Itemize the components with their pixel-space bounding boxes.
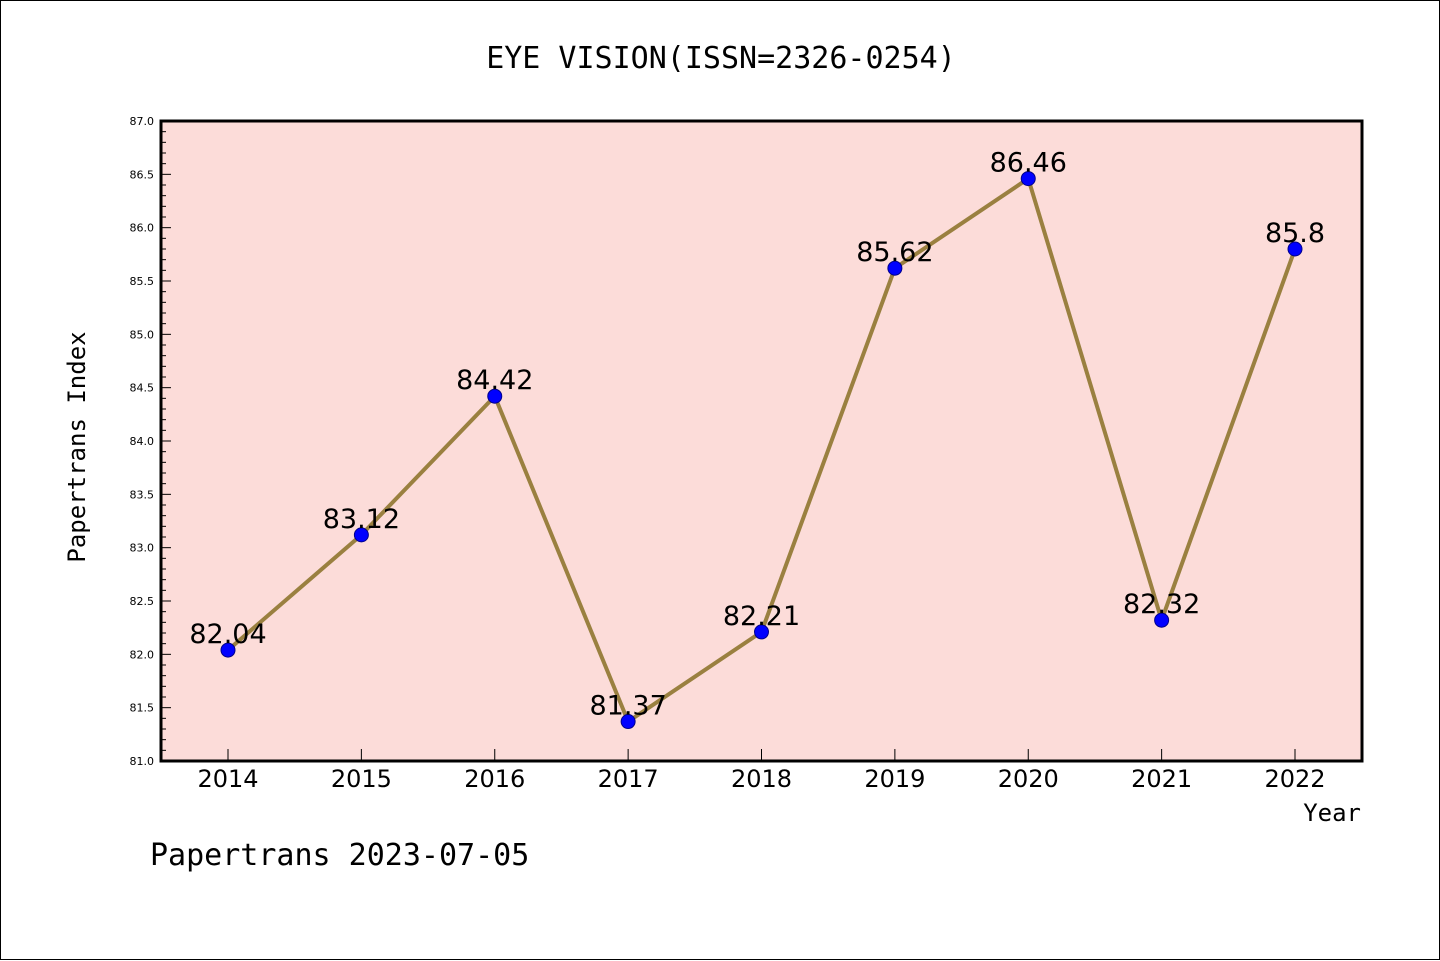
x-tick-label: 2019 xyxy=(864,765,925,793)
x-tick-label: 2017 xyxy=(598,765,659,793)
y-tick-label: 86.0 xyxy=(130,222,155,235)
chart-title: EYE VISION(ISSN=2326-0254) xyxy=(486,41,956,76)
plot-border xyxy=(159,119,1364,763)
data-label: 86.46 xyxy=(990,148,1067,179)
x-axis: 2014 2015 2016 2017 2018 2019 2020 2021 2022 xyxy=(197,749,1326,793)
data-label: 82.32 xyxy=(1123,589,1200,620)
y-tick-label: 87.0 xyxy=(130,115,155,128)
y-tick-label: 85.0 xyxy=(130,328,155,341)
y-tick-label: 82.0 xyxy=(130,648,155,661)
data-label: 85.8 xyxy=(1265,218,1325,249)
x-axis-title: Year xyxy=(1303,799,1361,827)
y-tick-label: 83.0 xyxy=(130,542,155,555)
data-point xyxy=(1154,612,1170,628)
data-point xyxy=(754,624,769,640)
y-tick-label: 85.5 xyxy=(130,275,155,288)
data-point xyxy=(1287,241,1303,257)
y-tick-label: 82.5 xyxy=(130,595,155,608)
data-label: 84.42 xyxy=(456,365,533,396)
data-point xyxy=(353,527,369,543)
data-label: 82.21 xyxy=(723,601,800,632)
series-layer: 82.04 83.12 84.42 81.37 82.21 85.62 86.46 82.32… xyxy=(189,148,1325,730)
x-tick-label: 2022 xyxy=(1264,765,1325,793)
data-label: 83.12 xyxy=(323,504,400,535)
plot-area xyxy=(161,121,1362,761)
y-axis-title: Papertrans Index xyxy=(63,331,91,562)
x-tick-label: 2014 xyxy=(197,765,258,793)
x-tick-label: 2018 xyxy=(731,765,792,793)
x-tick-label: 2020 xyxy=(998,765,1059,793)
x-tick-label: 2016 xyxy=(464,765,525,793)
x-tick-label: 2015 xyxy=(331,765,392,793)
data-point xyxy=(220,642,236,658)
x-tick-label: 2021 xyxy=(1131,765,1192,793)
y-axis: 81.0 81.5 82.0 82.5 83.0 83.5 84.0 84.5 85.0 85.5… xyxy=(130,115,171,768)
y-tick-label: 81.5 xyxy=(130,702,155,715)
data-label: 81.37 xyxy=(589,691,666,722)
data-point xyxy=(620,714,636,730)
y-tick-label: 84.5 xyxy=(130,382,155,395)
data-label: 85.62 xyxy=(856,237,933,268)
data-label: 82.04 xyxy=(189,619,266,650)
data-point xyxy=(487,388,503,404)
data-point xyxy=(1020,171,1036,187)
y-tick-label: 84.0 xyxy=(130,435,155,448)
y-tick-label: 81.0 xyxy=(130,755,155,768)
y-tick-label: 83.5 xyxy=(130,488,155,501)
data-point xyxy=(887,260,903,276)
footer-date-label: Papertrans 2023-07-05 xyxy=(150,838,529,873)
y-tick-label: 86.5 xyxy=(130,168,155,181)
